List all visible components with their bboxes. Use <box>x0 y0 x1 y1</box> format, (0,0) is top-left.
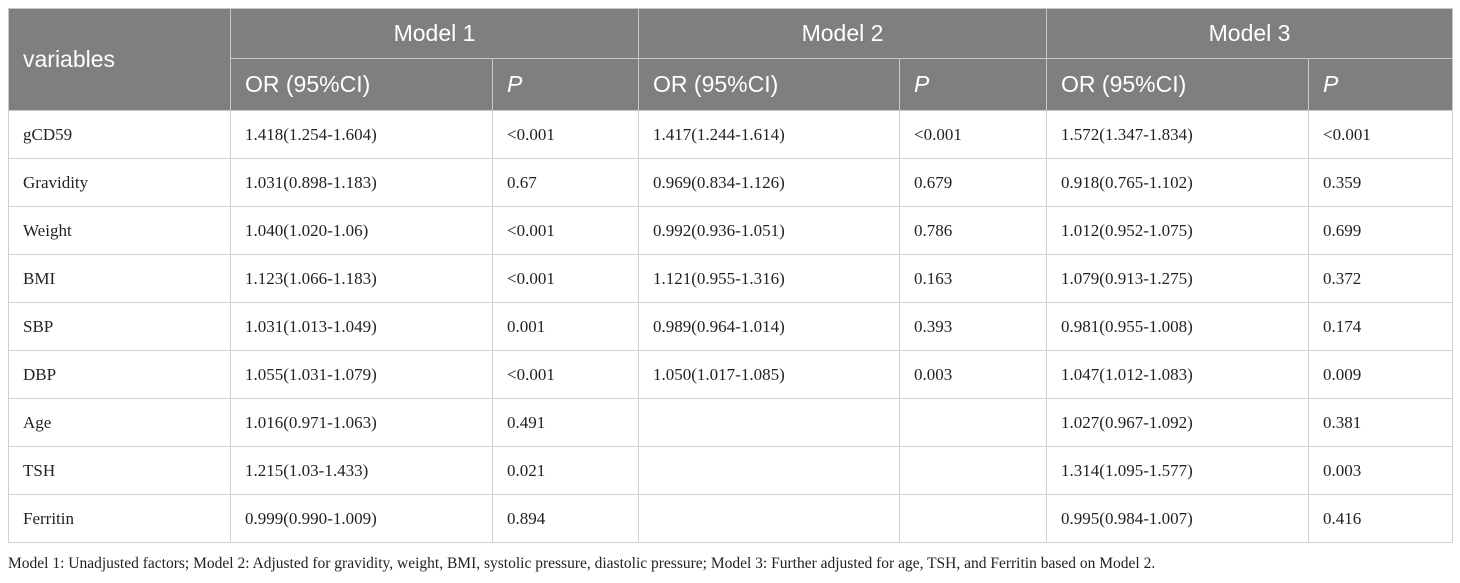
table-cell: 1.040(1.020-1.06) <box>230 206 493 255</box>
table-cell: 1.079(0.913-1.275) <box>1046 254 1310 303</box>
header-row: variables Model 1 Model 2 Model 3 <box>8 8 1454 111</box>
table-cell: 0.009 <box>1308 350 1454 399</box>
table-row: Age 1.016(0.971-1.063) 0.491 1.027(0.967-1.… <box>8 398 1454 447</box>
model-header: Model 2 <box>638 8 1048 59</box>
results-table: variables Model 1 Model 2 Model 3 OR (95%CI)… <box>8 8 1454 543</box>
table-row: gCD59 1.418(1.254-1.604) <0.001 1.417(1.244… <box>8 110 1454 159</box>
table-cell: 0.491 <box>491 398 640 447</box>
table-cell: 1.418(1.254-1.604) <box>230 110 493 159</box>
table-cell: 1.417(1.244-1.614) <box>638 110 901 159</box>
table-body: gCD59 1.418(1.254-1.604) <0.001 1.417(1.244… <box>8 110 1454 543</box>
table-cell: 1.314(1.095-1.577) <box>1046 446 1310 495</box>
table-cell: 1.047(1.012-1.083) <box>1046 350 1310 399</box>
model-header: Model 1 <box>229 8 640 59</box>
table-cell: 0.969(0.834-1.126) <box>638 158 901 207</box>
table-cell: 0.999(0.990-1.009) <box>230 494 493 543</box>
column-header: OR (95%CI) <box>230 58 493 111</box>
table-cell: 0.163 <box>899 254 1048 303</box>
footnote: Model 1: Unadjusted factors; Model 2: Ad… <box>8 555 1156 572</box>
table-header: variables Model 1 Model 2 Model 3 OR (95%CI)… <box>8 8 1454 111</box>
table-cell: 1.027(0.967-1.092) <box>1046 398 1310 447</box>
table-cell: 0.699 <box>1308 206 1454 255</box>
table-cell: 0.679 <box>899 158 1048 207</box>
table-cell: 0.393 <box>899 302 1048 351</box>
table-cell: 0.003 <box>899 350 1048 399</box>
table-cell: <0.001 <box>491 110 640 159</box>
table-cell <box>899 446 1048 495</box>
table-cell: Weight <box>8 206 231 255</box>
table-row: BMI 1.123(1.066-1.183) <0.001 1.121(0.955-1… <box>8 254 1454 303</box>
table-cell: 1.031(1.013-1.049) <box>230 302 493 351</box>
header-cell: variables <box>8 8 231 111</box>
column-header: OR (95%CI) <box>1046 58 1310 111</box>
table-cell: 0.918(0.765-1.102) <box>1046 158 1310 207</box>
table-cell: <0.001 <box>491 206 640 255</box>
table-row: Weight 1.040(1.020-1.06) <0.001 0.992(0.936… <box>8 206 1454 255</box>
model-header: Model 3 <box>1046 8 1454 59</box>
table-cell <box>638 398 901 447</box>
table-cell <box>899 398 1048 447</box>
table-cell: 1.031(0.898-1.183) <box>230 158 493 207</box>
header-row: OR (95%CI) P OR (95%CI) P OR (95%CI) P <box>9 58 1454 111</box>
table-row: DBP 1.055(1.031-1.079) <0.001 1.050(1.017-1… <box>8 350 1454 399</box>
table-row: SBP 1.031(1.013-1.049) 0.001 0.989(0.964-1.… <box>8 302 1454 351</box>
table-cell: 1.121(0.955-1.316) <box>638 254 901 303</box>
column-header: P <box>491 58 640 111</box>
table-cell: 0.372 <box>1308 254 1454 303</box>
table-cell: 1.016(0.971-1.063) <box>230 398 493 447</box>
table-cell: 0.995(0.984-1.007) <box>1046 494 1310 543</box>
table-row: TSH 1.215(1.03-1.433) 0.021 1.314(1.095-1.5… <box>8 446 1454 495</box>
table-cell: DBP <box>8 350 231 399</box>
table-cell <box>899 494 1048 543</box>
table-cell <box>638 446 901 495</box>
table-cell: 0.003 <box>1308 446 1454 495</box>
table-cell: 1.012(0.952-1.075) <box>1046 206 1310 255</box>
table-cell: <0.001 <box>491 254 640 303</box>
table-cell: 0.67 <box>491 158 640 207</box>
table-cell <box>638 494 901 543</box>
table-cell: SBP <box>8 302 231 351</box>
table-cell: BMI <box>8 254 231 303</box>
table-cell: Age <box>8 398 231 447</box>
table-cell: <0.001 <box>899 110 1048 159</box>
table-cell: 0.174 <box>1308 302 1454 351</box>
column-header: P <box>1308 58 1454 111</box>
table-cell: 1.055(1.031-1.079) <box>230 350 493 399</box>
table-cell: 0.786 <box>899 206 1048 255</box>
table-cell: 1.050(1.017-1.085) <box>638 350 901 399</box>
column-header: OR (95%CI) <box>638 58 901 111</box>
table-cell: Ferritin <box>8 494 231 543</box>
table-cell: TSH <box>8 446 231 495</box>
table-cell: 0.021 <box>491 446 640 495</box>
table-cell: 0.894 <box>491 494 640 543</box>
table-cell: <0.001 <box>1308 110 1454 159</box>
table-cell: 0.989(0.964-1.014) <box>638 302 901 351</box>
table-cell: 1.123(1.066-1.183) <box>230 254 493 303</box>
table-cell: Gravidity <box>8 158 231 207</box>
table-cell: 0.001 <box>491 302 640 351</box>
table-cell: 0.992(0.936-1.051) <box>638 206 901 255</box>
table-row: Ferritin 0.999(0.990-1.009) 0.894 0.995(0.9… <box>8 494 1454 543</box>
table-cell: 1.572(1.347-1.834) <box>1046 110 1310 159</box>
table-cell: 1.215(1.03-1.433) <box>230 446 493 495</box>
table-cell: 0.981(0.955-1.008) <box>1046 302 1310 351</box>
table-row: Gravidity 1.031(0.898-1.183) 0.67 0.969(0.8… <box>8 158 1454 207</box>
column-header: P <box>899 58 1048 111</box>
table-cell: <0.001 <box>491 350 640 399</box>
table-cell: 0.359 <box>1308 158 1454 207</box>
table-cell: 0.416 <box>1308 494 1454 543</box>
table-cell: 0.381 <box>1308 398 1454 447</box>
table-cell: gCD59 <box>8 110 231 159</box>
